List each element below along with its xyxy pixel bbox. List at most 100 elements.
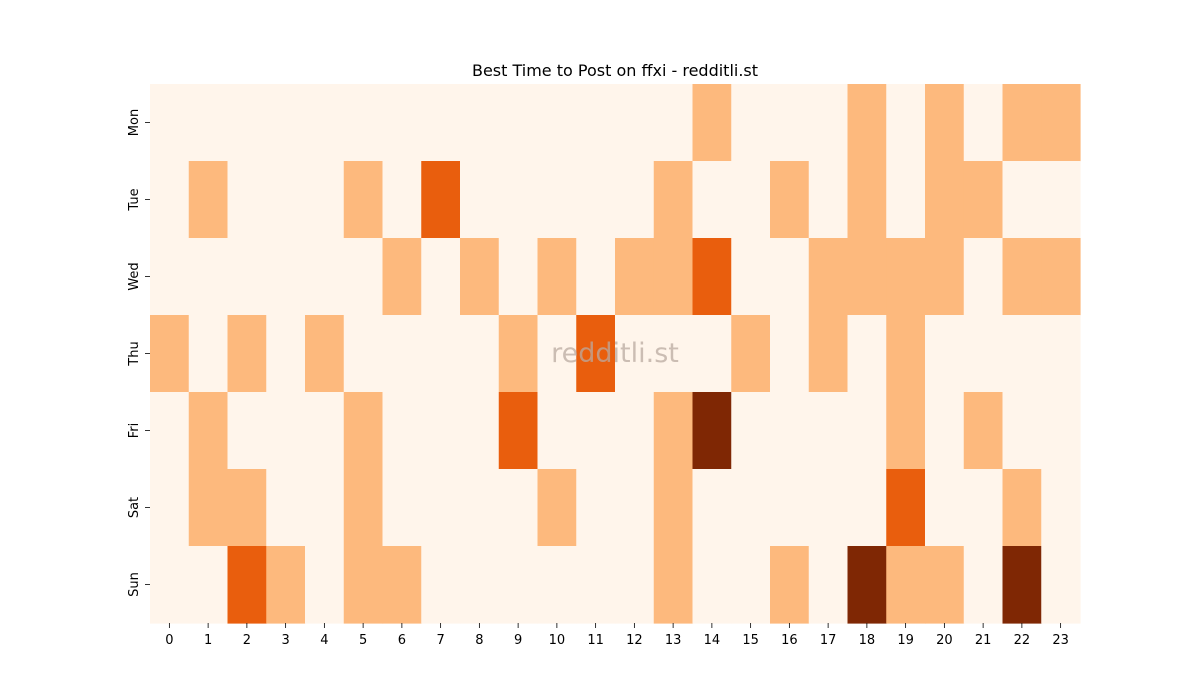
heatmap-cell-wed-0	[150, 238, 190, 316]
heatmap-cell-mon-11	[576, 84, 616, 162]
heatmap-cell-tue-14	[692, 161, 732, 239]
heatmap-cell-thu-11	[576, 315, 616, 393]
heatmap-cell-mon-14	[692, 84, 732, 162]
heatmap-cell-sun-4	[305, 546, 345, 624]
heatmap-cell-sat-18	[847, 469, 887, 547]
heatmap-cell-mon-23	[1041, 84, 1081, 162]
heatmap-cell-tue-12	[615, 161, 655, 239]
heatmap-cell-tue-15	[731, 161, 771, 239]
heatmap-cell-sun-6	[382, 546, 422, 624]
heatmap-cell-thu-22	[1002, 315, 1042, 393]
heatmap-cell-sun-18	[847, 546, 887, 624]
heatmap-cell-tue-3	[266, 161, 306, 239]
heatmap-cell-sun-13	[653, 546, 694, 624]
heatmap-cell-wed-16	[770, 238, 810, 316]
heatmap-cell-sat-14	[692, 469, 732, 547]
x-tick-label: 11	[587, 633, 604, 648]
heatmap-cell-wed-12	[615, 238, 655, 316]
heatmap-cell-fri-6	[382, 392, 422, 470]
heatmap-cell-thu-18	[847, 315, 887, 393]
heatmap-cell-tue-22	[1002, 161, 1042, 239]
heatmap-cell-tue-2	[227, 161, 267, 239]
y-tick-label: Fri	[127, 423, 142, 439]
heatmap-cell-sat-3	[266, 469, 306, 547]
y-axis: Mon Tue Wed Thu Fri Sat Sun	[127, 109, 150, 597]
heatmap-cell-mon-13	[653, 84, 694, 162]
heatmap-cell-fri-1	[188, 392, 229, 470]
heatmap-cell-fri-17	[808, 392, 849, 470]
heatmap-cell-sun-0	[150, 546, 190, 624]
heatmap-cell-wed-22	[1002, 238, 1042, 316]
heatmap-cell-sun-3	[266, 546, 306, 624]
heatmap-cell-tue-0	[150, 161, 190, 239]
heatmap-cell-sun-9	[498, 546, 539, 624]
heatmap-cell-sat-22	[1002, 469, 1042, 547]
y-tick-label: Sat	[127, 497, 142, 518]
x-tick-label: 13	[665, 633, 682, 648]
heatmap-cell-tue-21	[963, 161, 1004, 239]
x-tick-label: 12	[626, 633, 643, 648]
heatmap-cell-thu-8	[460, 315, 500, 393]
heatmap-cell-fri-16	[770, 392, 810, 470]
heatmap-cell-fri-10	[537, 392, 577, 470]
x-tick-label: 8	[475, 633, 483, 648]
heatmap-cell-tue-17	[808, 161, 849, 239]
heatmap-cell-mon-2	[227, 84, 267, 162]
heatmap-cell-thu-6	[382, 315, 422, 393]
heatmap-cell-wed-9	[498, 238, 539, 316]
heatmap-cell-fri-3	[266, 392, 306, 470]
heatmap-cell-thu-7	[421, 315, 461, 393]
x-tick-label: 1	[204, 633, 212, 648]
heatmap-cell-thu-5	[343, 315, 384, 393]
heatmap-cell-thu-10	[537, 315, 577, 393]
x-tick-label: 2	[243, 633, 251, 648]
heatmap-cell-sun-21	[963, 546, 1004, 624]
heatmap-cell-wed-20	[925, 238, 965, 316]
heatmap-cell-thu-0	[150, 315, 190, 393]
heatmap-cell-sun-15	[731, 546, 771, 624]
heatmap-cell-sun-8	[460, 546, 500, 624]
heatmap-cell-fri-13	[653, 392, 694, 470]
heatmap-cell-sun-1	[188, 546, 229, 624]
x-tick-label: 4	[320, 633, 328, 648]
heatmap-cell-fri-9	[498, 392, 539, 470]
x-tick-label: 9	[514, 633, 522, 648]
heatmap-cell-sun-23	[1041, 546, 1081, 624]
heatmap-cell-wed-6	[382, 238, 422, 316]
heatmap-cell-mon-1	[188, 84, 229, 162]
heatmap-cell-fri-18	[847, 392, 887, 470]
heatmap-cell-sun-5	[343, 546, 384, 624]
heatmap-cell-thu-3	[266, 315, 306, 393]
heatmap-cell-sat-7	[421, 469, 461, 547]
heatmap-cell-fri-12	[615, 392, 655, 470]
heatmap-cell-wed-10	[537, 238, 577, 316]
watermark: redditli.st	[551, 338, 679, 369]
x-tick-label: 14	[704, 633, 721, 648]
heatmap-cell-sun-2	[227, 546, 267, 624]
heatmap-cell-thu-17	[808, 315, 849, 393]
heatmap-cell-sun-12	[615, 546, 655, 624]
heatmap-cell-tue-11	[576, 161, 616, 239]
heatmap-cell-sun-22	[1002, 546, 1042, 624]
heatmap-cell-wed-13	[653, 238, 694, 316]
heatmap-cell-mon-10	[537, 84, 577, 162]
heatmap-cell-fri-11	[576, 392, 616, 470]
heatmap-cell-fri-20	[925, 392, 965, 470]
heatmap-cell-tue-18	[847, 161, 887, 239]
heatmap-cell-wed-2	[227, 238, 267, 316]
heatmap-cell-wed-8	[460, 238, 500, 316]
heatmap-cell-tue-16	[770, 161, 810, 239]
heatmap-cell-fri-22	[1002, 392, 1042, 470]
heatmap-cell-sun-20	[925, 546, 965, 624]
x-tick-label: 5	[359, 633, 367, 648]
heatmap-cell-tue-5	[343, 161, 384, 239]
heatmap-cell-wed-1	[188, 238, 229, 316]
heatmap-cell-sat-8	[460, 469, 500, 547]
x-tick-label: 16	[781, 633, 798, 648]
heatmap-cell-fri-4	[305, 392, 345, 470]
heatmap-cell-tue-7	[421, 161, 461, 239]
heatmap-cell-tue-19	[886, 161, 926, 239]
heatmap-cell-mon-22	[1002, 84, 1042, 162]
heatmap-cell-sat-4	[305, 469, 345, 547]
heatmap-cell-sat-17	[808, 469, 849, 547]
